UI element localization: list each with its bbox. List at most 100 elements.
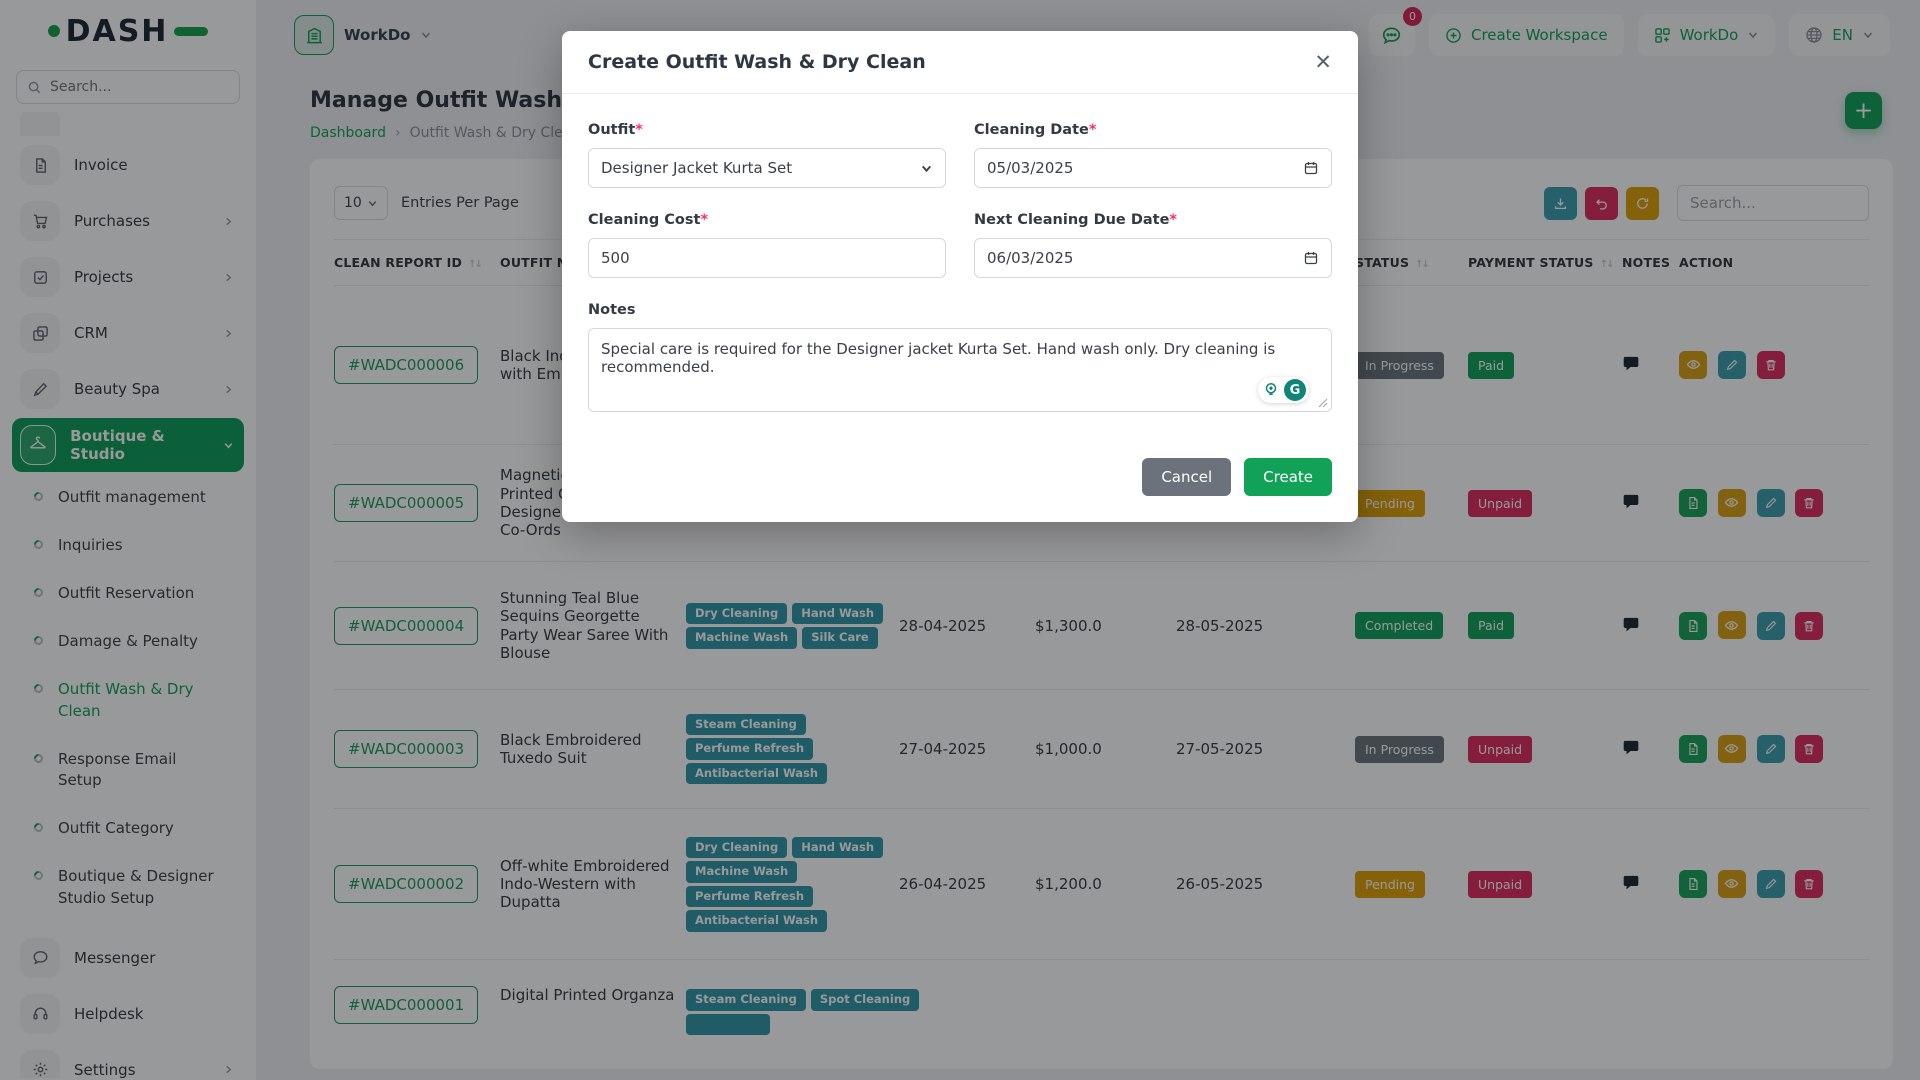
workspace-selector[interactable]: WorkDo xyxy=(294,15,432,55)
logo-dash-icon xyxy=(174,26,209,36)
sidebar-item-label: Messenger xyxy=(74,948,156,967)
note-bubble-icon[interactable] xyxy=(1622,738,1640,756)
note-bubble-icon[interactable] xyxy=(1622,354,1640,372)
crm-icon xyxy=(20,313,60,353)
building-icon xyxy=(294,15,334,55)
service-badge: Silk Care xyxy=(802,627,878,649)
sidebar-search[interactable] xyxy=(16,70,240,104)
sidebar-item-projects[interactable]: Projects xyxy=(12,250,244,304)
sidebar-item-messenger[interactable]: Messenger xyxy=(12,931,244,985)
note-bubble-icon[interactable] xyxy=(1622,492,1640,510)
chevron-right-icon xyxy=(223,1064,234,1075)
view-button[interactable] xyxy=(1717,488,1746,517)
invoice-button[interactable] xyxy=(1679,735,1707,764)
delete-button[interactable] xyxy=(1795,870,1824,899)
modal-footer: Cancel Create xyxy=(562,418,1358,522)
sidebar-subitem-boutique-designer-studio-setup[interactable]: Boutique & Designer Studio Setup xyxy=(12,853,244,923)
chevron-down-icon xyxy=(420,29,432,41)
delete-button[interactable] xyxy=(1795,489,1824,518)
sidebar-item-helpdesk[interactable]: Helpdesk xyxy=(12,987,244,1041)
outfit-name: Stunning Teal Blue Sequins Georgette Part… xyxy=(500,588,669,662)
cleaning-cost: $1,200.0 xyxy=(1035,808,1176,960)
sort-icon: ↑↓ xyxy=(468,259,483,270)
header-clean-report-id[interactable]: CLEAN REPORT ID ↑↓ xyxy=(334,239,500,286)
cleaning-cost-field-group: Cleaning Cost* xyxy=(588,212,946,278)
view-button[interactable] xyxy=(1717,611,1746,640)
invoice-button[interactable] xyxy=(1679,611,1707,640)
note-bubble-icon[interactable] xyxy=(1622,615,1640,633)
report-id-link[interactable]: #WADC000001 xyxy=(334,986,479,1024)
delete-button[interactable] xyxy=(1795,611,1824,640)
sidebar-subitem-response-email-setup[interactable]: Response Email Setup xyxy=(12,736,244,806)
app-logo[interactable]: DASH xyxy=(0,0,256,62)
delete-button[interactable] xyxy=(1756,351,1785,380)
view-button[interactable] xyxy=(1717,869,1746,898)
breadcrumb-dashboard-link[interactable]: Dashboard xyxy=(310,125,386,141)
edit-button[interactable] xyxy=(1717,351,1746,380)
edit-button[interactable] xyxy=(1756,611,1785,640)
create-record-modal: Create Outfit Wash & Dry Clean ✕ Outfit*… xyxy=(562,31,1358,522)
cleaning-cost-input-field[interactable] xyxy=(601,249,933,267)
invoice-button[interactable] xyxy=(1679,489,1707,518)
sidebar-subitem-inquiries[interactable]: Inquiries xyxy=(12,522,244,570)
create-workspace-button[interactable]: Create Workspace xyxy=(1428,14,1624,56)
notes-textarea[interactable]: Special care is required for the Designe… xyxy=(588,328,1332,412)
status-badge: In Progress xyxy=(1355,351,1444,379)
close-icon[interactable]: ✕ xyxy=(1314,49,1332,74)
report-id-link[interactable]: #WADC000005 xyxy=(334,484,479,522)
header-status[interactable]: STATUS ↑↓ xyxy=(1355,239,1468,286)
sidebar-item-crm[interactable]: CRM xyxy=(12,306,244,360)
undo-button[interactable] xyxy=(1585,186,1618,220)
outfit-select[interactable]: Designer Jacket Kurta Set xyxy=(588,148,946,188)
cancel-button[interactable]: Cancel xyxy=(1142,458,1232,496)
workspace-menu-button[interactable]: WorkDo xyxy=(1637,14,1776,56)
create-button[interactable]: Create xyxy=(1244,458,1332,496)
refresh-button[interactable] xyxy=(1626,186,1659,220)
modal-header: Create Outfit Wash & Dry Clean ✕ xyxy=(562,31,1358,94)
breadcrumb-separator: › xyxy=(394,125,401,141)
sidebar-item-partial[interactable] xyxy=(12,112,244,136)
view-button[interactable] xyxy=(1679,350,1707,379)
invoice-button[interactable] xyxy=(1679,870,1707,899)
delete-button[interactable] xyxy=(1795,735,1824,764)
cleaning-cost-input[interactable] xyxy=(588,238,946,278)
edit-button[interactable] xyxy=(1756,489,1785,518)
sidebar-search-input[interactable] xyxy=(50,79,229,95)
service-badge: Antibacterial Wash xyxy=(686,910,828,932)
export-button[interactable] xyxy=(1544,186,1577,220)
cleaning-date-input[interactable]: 05/03/2025 xyxy=(974,148,1332,188)
note-bubble-icon[interactable] xyxy=(1622,873,1640,891)
sidebar-item-beauty-spa[interactable]: Beauty Spa xyxy=(12,362,244,416)
add-record-button[interactable]: + xyxy=(1845,92,1882,129)
entries-per-page-select[interactable]: 10 xyxy=(334,186,388,220)
sidebar-subitem-outfit-reservation[interactable]: Outfit Reservation xyxy=(12,570,244,618)
sidebar-subitem-damage-penalty[interactable]: Damage & Penalty xyxy=(12,618,244,666)
sidebar-item-settings[interactable]: Settings xyxy=(12,1043,244,1078)
report-id-link[interactable]: #WADC000004 xyxy=(334,606,479,645)
sidebar-item-boutique-studio[interactable]: Boutique & Studio xyxy=(12,418,244,472)
cleaning-date-field-group: Cleaning Date* 05/03/2025 xyxy=(974,122,1332,188)
edit-button[interactable] xyxy=(1756,735,1785,764)
status-badge: In Progress xyxy=(1355,735,1444,763)
messages-button[interactable]: 0 xyxy=(1368,7,1422,56)
report-id-link[interactable]: #WADC000002 xyxy=(334,865,479,903)
sidebar-item-purchases[interactable]: Purchases xyxy=(12,194,244,248)
grammarly-widget[interactable]: G xyxy=(1258,377,1309,403)
language-selector[interactable]: EN xyxy=(1789,14,1890,56)
suggestion-bulb-icon xyxy=(1261,380,1281,400)
sidebar-subitem-outfit-wash-dry-clean[interactable]: Outfit Wash & Dry Clean xyxy=(12,666,244,736)
resize-handle[interactable] xyxy=(1318,398,1328,408)
edit-button[interactable] xyxy=(1756,870,1785,899)
table-search-input[interactable] xyxy=(1677,185,1869,221)
calendar-icon xyxy=(1303,160,1319,176)
sidebar-item-invoice[interactable]: Invoice xyxy=(12,138,244,192)
globe-icon xyxy=(1805,26,1823,44)
header-payment-status[interactable]: PAYMENT STATUS ↑↓ xyxy=(1468,239,1622,286)
next-due-date-input[interactable]: 06/03/2025 xyxy=(974,238,1332,278)
sidebar-subitem-outfit-management[interactable]: Outfit management xyxy=(12,474,244,522)
cleaning-date: 26-04-2025 xyxy=(899,808,1035,960)
sidebar-subitem-outfit-category[interactable]: Outfit Category xyxy=(12,805,244,853)
report-id-link[interactable]: #WADC000003 xyxy=(334,730,479,768)
view-button[interactable] xyxy=(1717,734,1746,763)
report-id-link[interactable]: #WADC000006 xyxy=(334,346,479,384)
